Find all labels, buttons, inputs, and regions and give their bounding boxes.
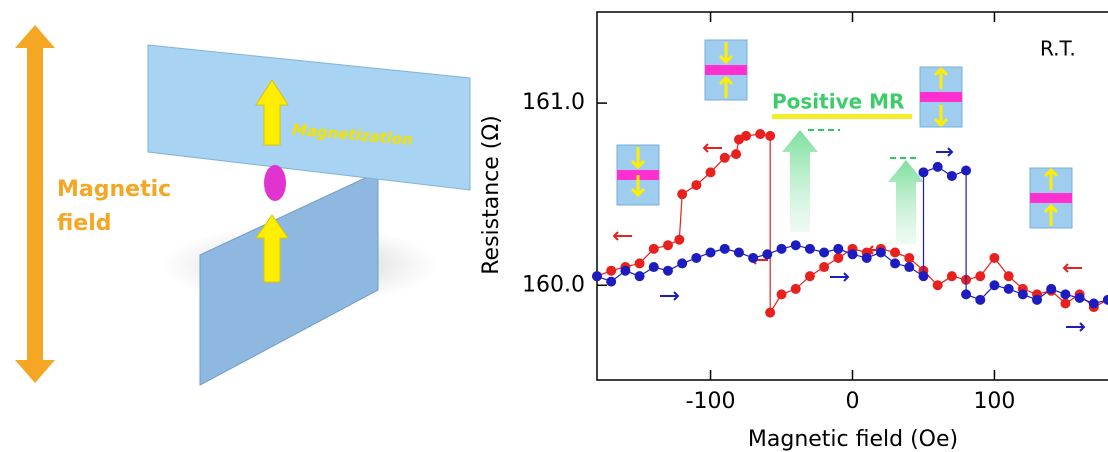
plot-frame: [596, 11, 1108, 381]
lower-plate: [199, 171, 379, 386]
data-point: [674, 234, 685, 245]
data-point: [975, 271, 986, 282]
y-tick-label: 160.0: [522, 272, 585, 297]
data-point: [691, 180, 702, 191]
insets: [612, 39, 1086, 332]
data-point: [705, 247, 716, 258]
data-point: [819, 262, 830, 273]
data-point: [875, 247, 886, 258]
data-point: [748, 252, 759, 263]
data-point: [890, 258, 901, 269]
data-point: [677, 258, 688, 269]
data-point: [918, 271, 929, 282]
upper-moment: [255, 79, 289, 146]
data-point: [932, 161, 943, 172]
junction: [264, 165, 286, 201]
data-point: [946, 170, 957, 181]
data-point: [662, 265, 673, 276]
lower-moment: [255, 214, 289, 283]
data-point: [648, 262, 659, 273]
data-point: [606, 265, 617, 276]
data-point: [1060, 289, 1071, 300]
plot-area: [592, 129, 1108, 318]
data-point: [833, 252, 844, 263]
data-point: [918, 167, 929, 178]
data-point: [1003, 283, 1014, 294]
data-point: [765, 307, 776, 318]
data-point: [961, 165, 972, 176]
y-tick-label: 161.0: [522, 90, 585, 115]
annotation: R.T.: [1040, 37, 1076, 61]
data-point: [1060, 298, 1071, 309]
diagram: Magnetic field Magnetization: [15, 25, 471, 386]
data-point: [861, 252, 872, 263]
data-point: [1046, 283, 1057, 294]
data-point: [819, 247, 830, 258]
data-point: [677, 189, 688, 200]
data-point: [731, 149, 742, 160]
data-point: [765, 130, 776, 141]
field-arrow: [15, 25, 55, 383]
data-point: [932, 280, 943, 291]
x-tick-label: -100: [686, 389, 736, 414]
x-tick-label: 0: [846, 389, 860, 414]
upper-plate: [147, 44, 471, 191]
data-point: [790, 283, 801, 294]
data-point: [733, 247, 744, 258]
data-point: [1103, 294, 1108, 305]
data-point: [1032, 294, 1043, 305]
y-axis-title: Resistance (Ω): [479, 115, 504, 275]
x-tick-label: 100: [973, 389, 1015, 414]
data-point: [1088, 298, 1099, 309]
data-point: [776, 243, 787, 254]
data-point: [733, 134, 744, 145]
data-point: [904, 262, 915, 273]
data-point: [606, 276, 617, 287]
data-point: [620, 265, 631, 276]
data-point: [719, 243, 730, 254]
data-point: [755, 129, 766, 140]
data-point: [1017, 289, 1028, 300]
field-label: field: [57, 211, 112, 236]
data-point: [592, 271, 602, 282]
data-point: [762, 249, 773, 260]
data-point: [989, 280, 1000, 291]
data-point: [904, 252, 915, 263]
data-point: [847, 249, 858, 260]
data-point: [776, 289, 787, 300]
data-point: [1074, 293, 1085, 304]
data-point: [1003, 271, 1014, 282]
x-axis-title: Magnetic field (Oe): [748, 427, 958, 452]
data-point: [975, 294, 986, 305]
data-point: [961, 289, 972, 300]
data-point: [691, 252, 702, 263]
annotation: Positive MR: [772, 90, 904, 114]
data-point: [719, 152, 730, 163]
data-point: [804, 271, 815, 282]
data-point: [662, 240, 673, 251]
data-point: [790, 240, 801, 251]
field-label: Magnetic: [57, 177, 171, 202]
data-point: [705, 167, 716, 178]
data-point: [634, 271, 645, 282]
data-point: [989, 252, 1000, 263]
data-point: [648, 243, 659, 254]
data-point: [890, 247, 901, 258]
data-point: [634, 258, 645, 269]
data-point: [946, 271, 957, 282]
data-point: [804, 243, 815, 254]
data-point: [833, 243, 844, 254]
